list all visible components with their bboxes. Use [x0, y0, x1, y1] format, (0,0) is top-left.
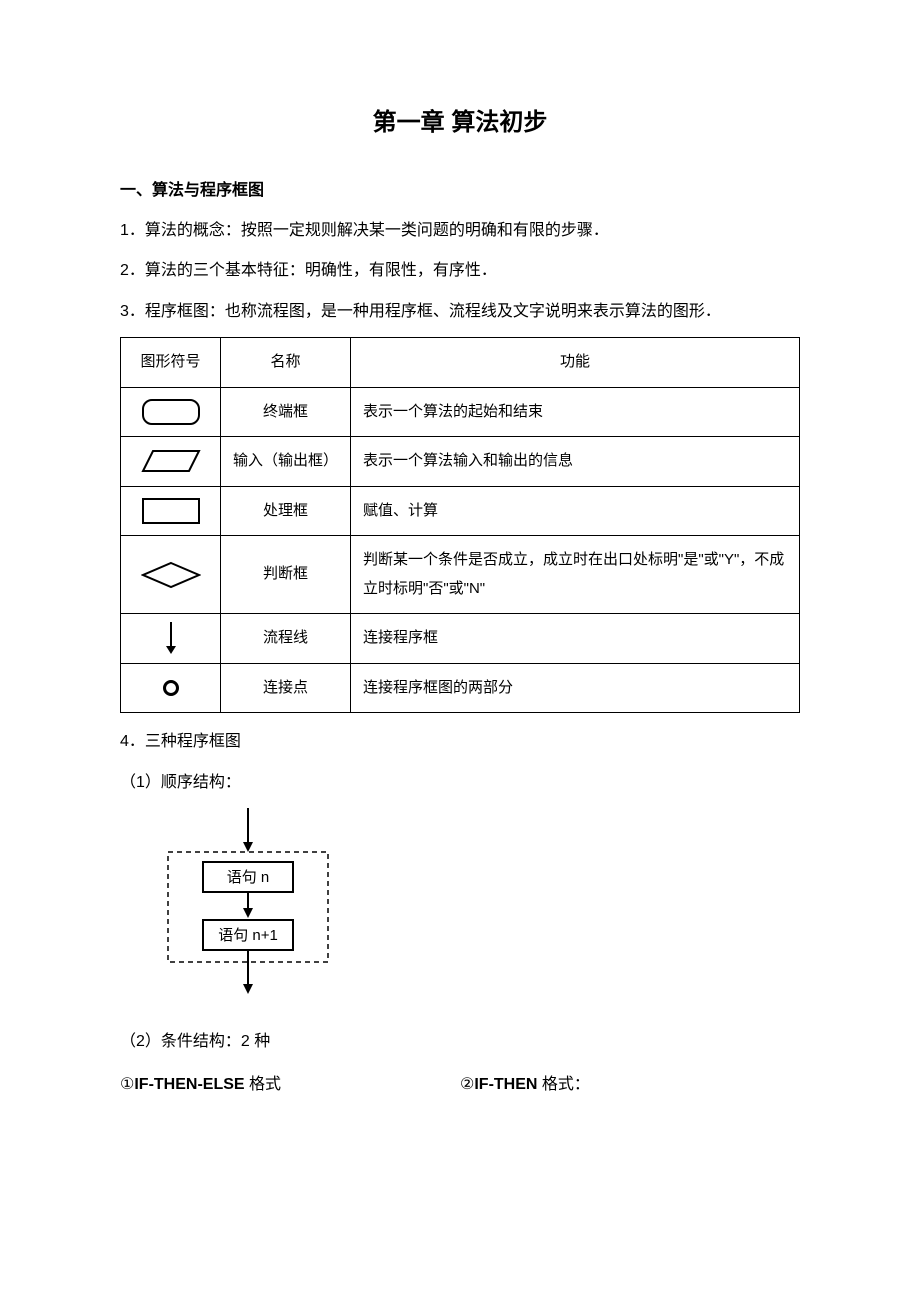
cell-name: 输入（输出框） [221, 437, 351, 487]
section-heading: 一、算法与程序框图 [120, 176, 800, 206]
format-suffix: 格式： [537, 1076, 589, 1093]
process-icon [142, 498, 200, 524]
table-row: 处理框 赋值、计算 [121, 486, 800, 536]
if-then-label: IF-THEN [474, 1076, 537, 1093]
decision-icon [141, 561, 201, 589]
cell-name: 流程线 [221, 614, 351, 664]
sequential-flowchart: 语句 n 语句 n+1 [148, 808, 348, 1009]
paragraph-6: （2）条件结构：2 种 [120, 1027, 800, 1057]
if-then-else-label: IF-THEN-ELSE [134, 1076, 244, 1093]
format-left: ①IF-THEN-ELSE 格式 [120, 1070, 460, 1100]
cell-name: 处理框 [221, 486, 351, 536]
format-suffix: 格式 [245, 1076, 281, 1093]
symbol-table: 图形符号 名称 功能 终端框 表示一个算法的起始和结束 输入（输出框） 表示一个… [120, 337, 800, 713]
flow-label-n: 语句 n [227, 869, 270, 886]
table-row: 判断框 判断某一个条件是否成立，成立时在出口处标明"是"或"Y"，不成立时标明"… [121, 536, 800, 614]
connector-icon [163, 680, 179, 696]
cell-name: 终端框 [221, 387, 351, 437]
circled-1: ① [120, 1076, 134, 1093]
th-symbol: 图形符号 [121, 338, 221, 388]
page-title: 第一章 算法初步 [120, 100, 800, 146]
table-row: 终端框 表示一个算法的起始和结束 [121, 387, 800, 437]
table-header-row: 图形符号 名称 功能 [121, 338, 800, 388]
terminal-icon [142, 399, 200, 425]
th-name: 名称 [221, 338, 351, 388]
cell-func: 赋值、计算 [351, 486, 800, 536]
cell-func: 连接程序框图的两部分 [351, 663, 800, 713]
cell-name: 判断框 [221, 536, 351, 614]
table-row: 输入（输出框） 表示一个算法输入和输出的信息 [121, 437, 800, 487]
cell-func: 判断某一个条件是否成立，成立时在出口处标明"是"或"Y"，不成立时标明"否"或"… [351, 536, 800, 614]
cell-func: 表示一个算法的起始和结束 [351, 387, 800, 437]
cell-func: 表示一个算法输入和输出的信息 [351, 437, 800, 487]
paragraph-1: 1．算法的概念：按照一定规则解决某一类问题的明确和有限的步骤． [120, 216, 800, 246]
table-row: 连接点 连接程序框图的两部分 [121, 663, 800, 713]
cell-name: 连接点 [221, 663, 351, 713]
th-func: 功能 [351, 338, 800, 388]
flowline-icon [163, 620, 179, 656]
table-row: 流程线 连接程序框 [121, 614, 800, 664]
paragraph-5: （1）顺序结构： [120, 768, 800, 798]
format-right: ②IF-THEN 格式： [460, 1070, 800, 1100]
paragraph-2: 2．算法的三个基本特征：明确性，有限性，有序性． [120, 256, 800, 286]
paragraph-4: 4．三种程序框图 [120, 727, 800, 757]
cell-func: 连接程序框 [351, 614, 800, 664]
flow-label-n1: 语句 n+1 [218, 927, 278, 944]
paragraph-3: 3．程序框图：也称流程图，是一种用程序框、流程线及文字说明来表示算法的图形． [120, 297, 800, 327]
io-icon [141, 449, 201, 473]
format-row: ①IF-THEN-ELSE 格式 ②IF-THEN 格式： [120, 1070, 800, 1100]
circled-2: ② [460, 1076, 474, 1093]
